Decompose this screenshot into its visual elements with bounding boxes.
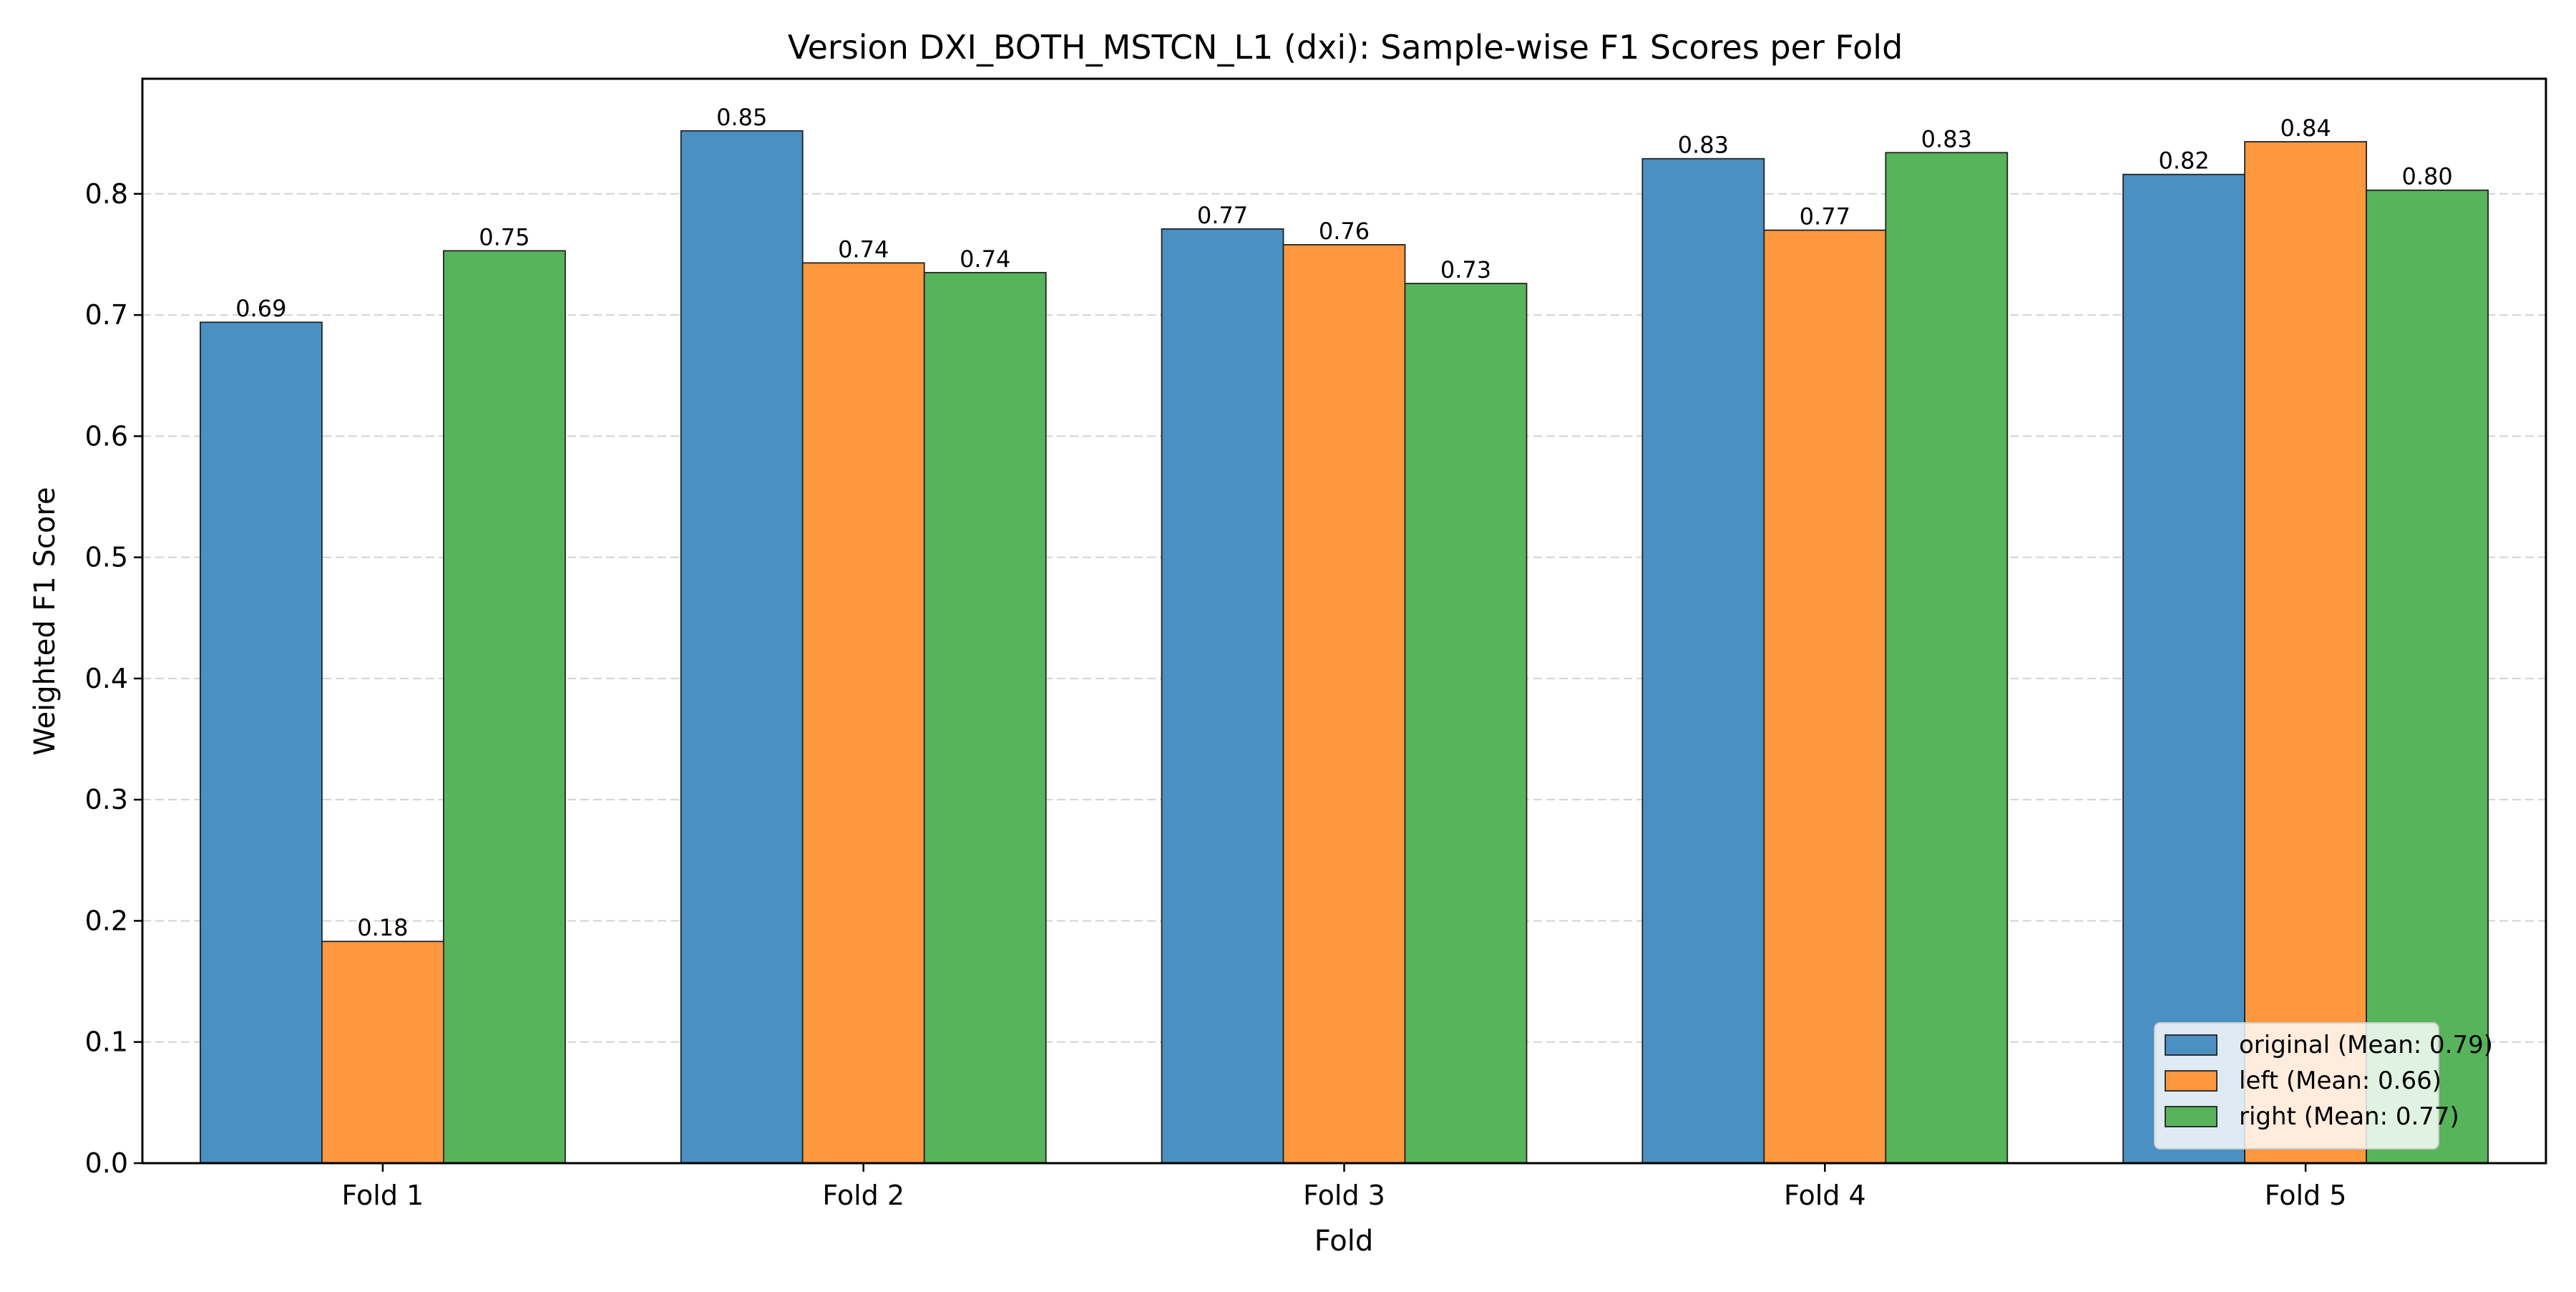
y-tick-label: 0.0 [85,1147,128,1179]
bar-1-2 [680,130,804,1164]
bar-3-4 [1885,152,2009,1164]
bars [199,130,2489,1164]
bar-1-4 [1641,157,1765,1164]
data-labels: 0.69 0.18 0.75 0.85 0.74 0.74 0.77 0.76 0.73 0.83… [235,104,2452,941]
y-tick-label: 0.7 [85,299,128,331]
data-label: 0.75 [479,223,530,251]
x-tick-label: Fold 2 [822,1180,904,1211]
data-label: 0.18 [357,914,408,941]
bar-3-3 [1404,283,1528,1164]
data-label: 0.74 [960,246,1010,273]
x-tick-label: Fold 4 [1784,1180,1866,1211]
data-label: 0.77 [1800,203,1850,230]
legend-swatch [2165,1070,2218,1092]
bar-3-2 [923,271,1047,1164]
data-label: 0.83 [1678,132,1729,159]
data-label: 0.80 [2401,163,2452,190]
data-label: 0.83 [1921,125,1972,152]
bar-2-1 [321,941,444,1164]
y-axis-label: Weighted F1 Score [29,487,62,755]
legend-swatch [2165,1034,2218,1056]
bar-1-3 [1161,228,1284,1164]
y-tick-label: 0.4 [85,663,128,694]
y-tick-label: 0.6 [85,420,128,452]
legend: original (Mean: 0.79) left (Mean: 0.66) ri… [2154,1022,2493,1150]
legend-label: right (Mean: 0.77) [2239,1102,2459,1131]
data-label: 0.76 [1319,218,1370,245]
data-label: 0.82 [2158,147,2209,175]
bar-2-3 [1282,244,1406,1164]
data-label: 0.69 [235,295,286,322]
y-axis-ticks: 0.0 0.1 0.2 0.3 0.4 0.5 0.6 0.7 0.8 [85,178,142,1179]
data-label: 0.73 [1440,256,1491,283]
bar-2-4 [1763,229,1887,1164]
legend-label: original (Mean: 0.79) [2239,1031,2493,1059]
x-tick-label: Fold 5 [2265,1180,2347,1211]
x-axis-label: Fold [1314,1225,1374,1258]
legend-swatch [2165,1106,2218,1127]
data-label: 0.74 [838,235,889,263]
bar-3-5 [2366,189,2489,1164]
y-tick-label: 0.1 [85,1026,128,1058]
y-tick-label: 0.5 [85,542,128,573]
x-tick-label: Fold 1 [342,1180,424,1211]
chart-title: Version DXI_BOTH_MSTCN_L1 (dxi): Sample-… [788,28,1903,67]
x-axis-ticks: Fold 1 Fold 2 Fold 3 Fold 4 Fold 5 [342,1163,2347,1211]
legend-label: left (Mean: 0.66) [2239,1067,2441,1095]
x-tick-label: Fold 3 [1303,1180,1385,1211]
data-label: 0.77 [1197,202,1248,229]
data-label: 0.85 [716,104,767,131]
data-label: 0.84 [2280,115,2331,142]
legend-box [2154,1022,2439,1150]
bar-1-1 [199,321,323,1164]
y-tick-label: 0.2 [85,905,128,936]
bar-3-1 [443,250,566,1164]
bar-2-2 [801,262,925,1164]
bar-2-5 [2244,141,2368,1164]
y-tick-label: 0.8 [85,178,128,210]
y-tick-label: 0.3 [85,784,128,815]
bar-1-5 [2122,173,2246,1164]
